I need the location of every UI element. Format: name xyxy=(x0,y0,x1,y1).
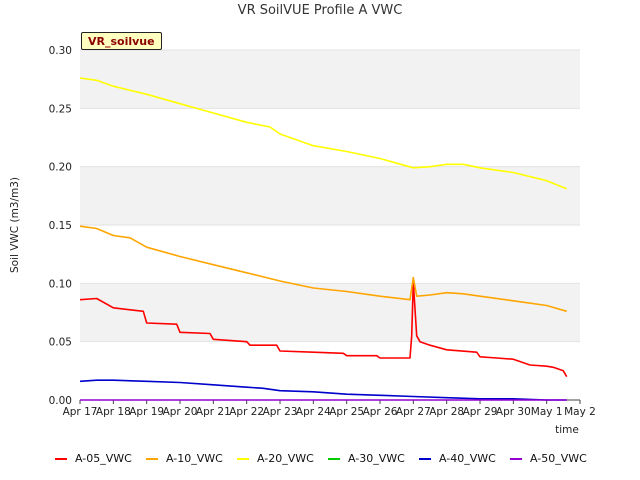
x-tick-label: Apr 17 xyxy=(63,406,98,418)
plot-band xyxy=(80,50,580,109)
y-tick-label: 0.05 xyxy=(49,337,72,349)
chart-title: VR SoilVUE Profile A VWC xyxy=(237,3,403,18)
x-tick-label: Apr 23 xyxy=(263,406,298,418)
legend-swatch xyxy=(237,457,249,460)
legend-label: A-20_VWC xyxy=(257,452,314,465)
x-axis-title: time xyxy=(555,424,579,436)
y-tick-label: 0.25 xyxy=(49,103,72,115)
x-tick-label: May 1 xyxy=(531,406,563,418)
legend-item: A-05_VWC xyxy=(55,452,132,465)
series-line-a-20-vwc xyxy=(79,77,568,190)
legend-swatch xyxy=(510,457,522,460)
y-tick-label: 0.00 xyxy=(49,395,72,407)
legend-swatch xyxy=(419,457,431,460)
x-tick-label: Apr 28 xyxy=(429,406,464,418)
x-tick-label: Apr 18 xyxy=(96,406,131,418)
y-tick-label: 0.10 xyxy=(49,278,72,290)
x-tick-label: Apr 30 xyxy=(496,406,531,418)
y-axis-title: Soil VWC (m3/m3) xyxy=(9,177,21,273)
legend-item: A-40_VWC xyxy=(419,452,496,465)
legend-swatch xyxy=(328,457,340,460)
y-tick-label: 0.15 xyxy=(49,220,72,232)
x-tick-label: Apr 24 xyxy=(296,406,331,418)
legend-item: A-30_VWC xyxy=(328,452,405,465)
series-line-a-10-vwc xyxy=(79,225,567,313)
series-line-a-05-vwc xyxy=(79,281,568,378)
x-tick-label: Apr 25 xyxy=(329,406,364,418)
x-tick-label: Apr 26 xyxy=(363,406,398,418)
legend-label: A-50_VWC xyxy=(530,452,587,465)
x-tick-label: Apr 20 xyxy=(163,406,198,418)
legend-item: A-50_VWC xyxy=(510,452,587,465)
legend-label: A-30_VWC xyxy=(348,452,405,465)
chart-legend: A-05_VWC A-10_VWC A-20_VWC A-30_VWC A-40_VWC… xyxy=(0,452,640,470)
x-tick-label: Apr 27 xyxy=(396,406,431,418)
x-tick-label: May 2 xyxy=(564,406,596,418)
y-tick-label: 0.20 xyxy=(49,162,72,174)
plot-band xyxy=(80,225,580,284)
plot-band xyxy=(80,166,580,225)
plot-band xyxy=(80,108,580,167)
series-line-a-40-vwc xyxy=(79,379,567,401)
legend-swatch xyxy=(146,457,158,460)
plot-band xyxy=(80,341,580,400)
legend-item: A-20_VWC xyxy=(237,452,314,465)
x-tick-label: Apr 29 xyxy=(463,406,498,418)
legend-item: A-10_VWC xyxy=(146,452,223,465)
y-tick-label: 0.30 xyxy=(49,45,72,57)
x-tick-label: Apr 22 xyxy=(229,406,264,418)
station-tag: VR_soilvue xyxy=(81,32,162,50)
legend-label: A-05_VWC xyxy=(75,452,132,465)
x-tick-label: Apr 21 xyxy=(196,406,231,418)
plot-band xyxy=(80,283,580,342)
legend-label: A-10_VWC xyxy=(166,452,223,465)
legend-label: A-40_VWC xyxy=(439,452,496,465)
x-tick-label: Apr 19 xyxy=(129,406,164,418)
legend-swatch xyxy=(55,457,67,460)
